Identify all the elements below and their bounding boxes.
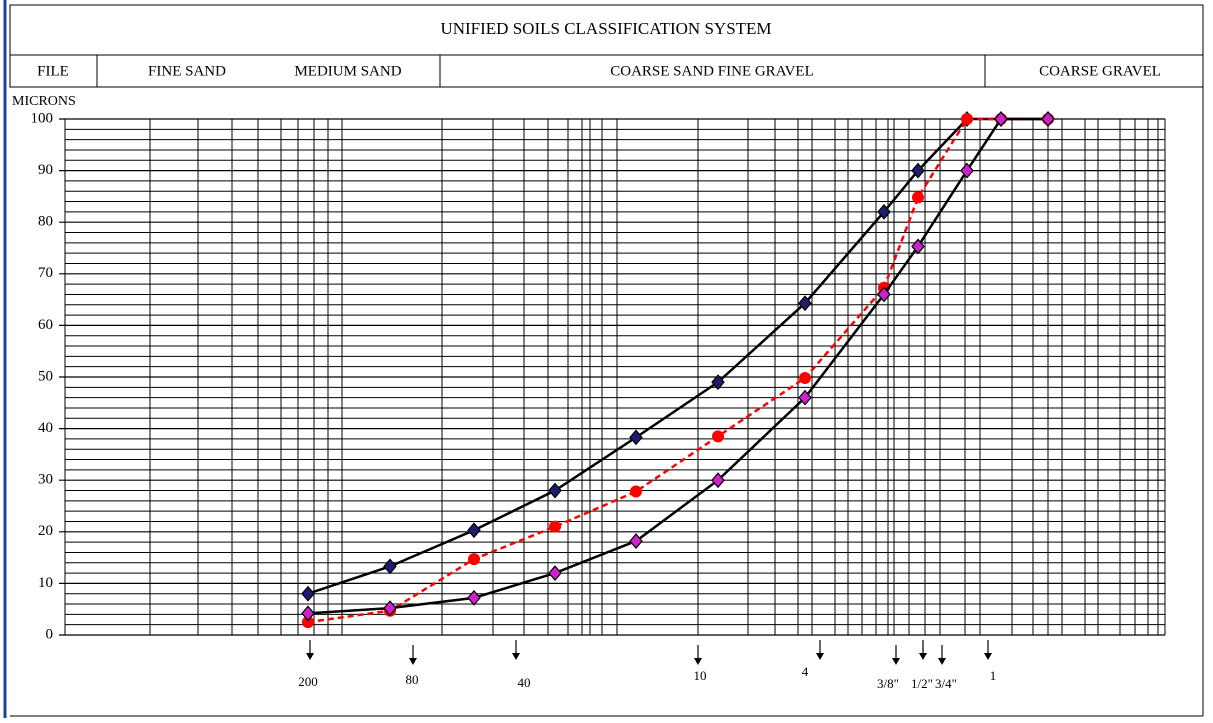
sieve-arrow-head [919, 653, 927, 660]
band-label: COARSE SAND FINE GRAVEL [610, 63, 814, 79]
data-point [798, 389, 812, 406]
sieve-label: 4 [802, 664, 809, 679]
y-tick-label: 70 [38, 265, 53, 281]
sieve-label: 1/2" [911, 676, 933, 691]
sieve-label: 10 [694, 668, 707, 683]
sieve-arrow-head [984, 653, 992, 660]
header-box [9, 4, 1204, 88]
sieve-arrow-head [694, 658, 702, 665]
data-point [911, 162, 925, 179]
data-point [383, 600, 397, 617]
y-axis-label: MICRONS [12, 94, 76, 109]
sieve-arrow-head [816, 653, 824, 660]
data-point [960, 162, 974, 179]
data-point [629, 533, 643, 550]
sieve-arrow-head [512, 653, 520, 660]
data-point [912, 191, 924, 204]
band-label: COARSE GRAVEL [1039, 63, 1161, 79]
data-point [383, 558, 397, 575]
sieve-label: 3/8" [877, 676, 899, 691]
y-tick-label: 50 [38, 368, 53, 384]
chart-title: UNIFIED SOILS CLASSIFICATION SYSTEM [440, 19, 771, 38]
data-point [1041, 111, 1055, 127]
data-point [877, 286, 891, 303]
y-tick-label: 80 [38, 214, 53, 230]
data-point [467, 589, 481, 606]
y-tick-label: 60 [38, 317, 53, 333]
y-tick-label: 90 [38, 162, 53, 178]
data-point [711, 472, 725, 489]
data-point [711, 374, 725, 391]
sieve-label: 40 [518, 675, 531, 690]
y-tick-label: 10 [38, 575, 53, 591]
band-label: FILE [37, 63, 69, 79]
sieve-label: 80 [406, 672, 419, 687]
y-tick-label: 30 [38, 472, 53, 488]
data-point [799, 372, 811, 385]
sieve-label: 1 [990, 668, 997, 683]
sieve-arrow-head [409, 658, 417, 665]
series-line [307, 117, 1048, 615]
y-tick-label: 0 [46, 626, 54, 642]
sieve-arrow-head [938, 658, 946, 665]
sieve-arrow-head [306, 653, 314, 660]
data-point [629, 429, 643, 446]
band-label: FINE SAND [148, 63, 226, 79]
y-tick-label: 100 [31, 110, 54, 126]
data-point [877, 203, 891, 220]
data-point [548, 482, 562, 499]
data-point [548, 565, 562, 582]
sieve-label: 200 [298, 674, 318, 689]
data-point [712, 430, 724, 443]
data-point [302, 616, 314, 629]
sieve-label: 3/4" [935, 676, 957, 691]
band-label: MEDIUM SAND [294, 63, 401, 79]
data-point [301, 605, 315, 622]
data-point [911, 238, 925, 255]
data-point [301, 585, 315, 602]
data-point [994, 111, 1008, 127]
data-point [961, 113, 973, 125]
data-point [798, 295, 812, 312]
data-point [468, 553, 480, 566]
y-tick-label: 20 [38, 523, 53, 539]
y-tick-label: 40 [38, 420, 53, 436]
data-point [467, 522, 481, 539]
data-point [630, 485, 642, 498]
data-point [549, 520, 561, 533]
sieve-arrow-head [892, 658, 900, 665]
